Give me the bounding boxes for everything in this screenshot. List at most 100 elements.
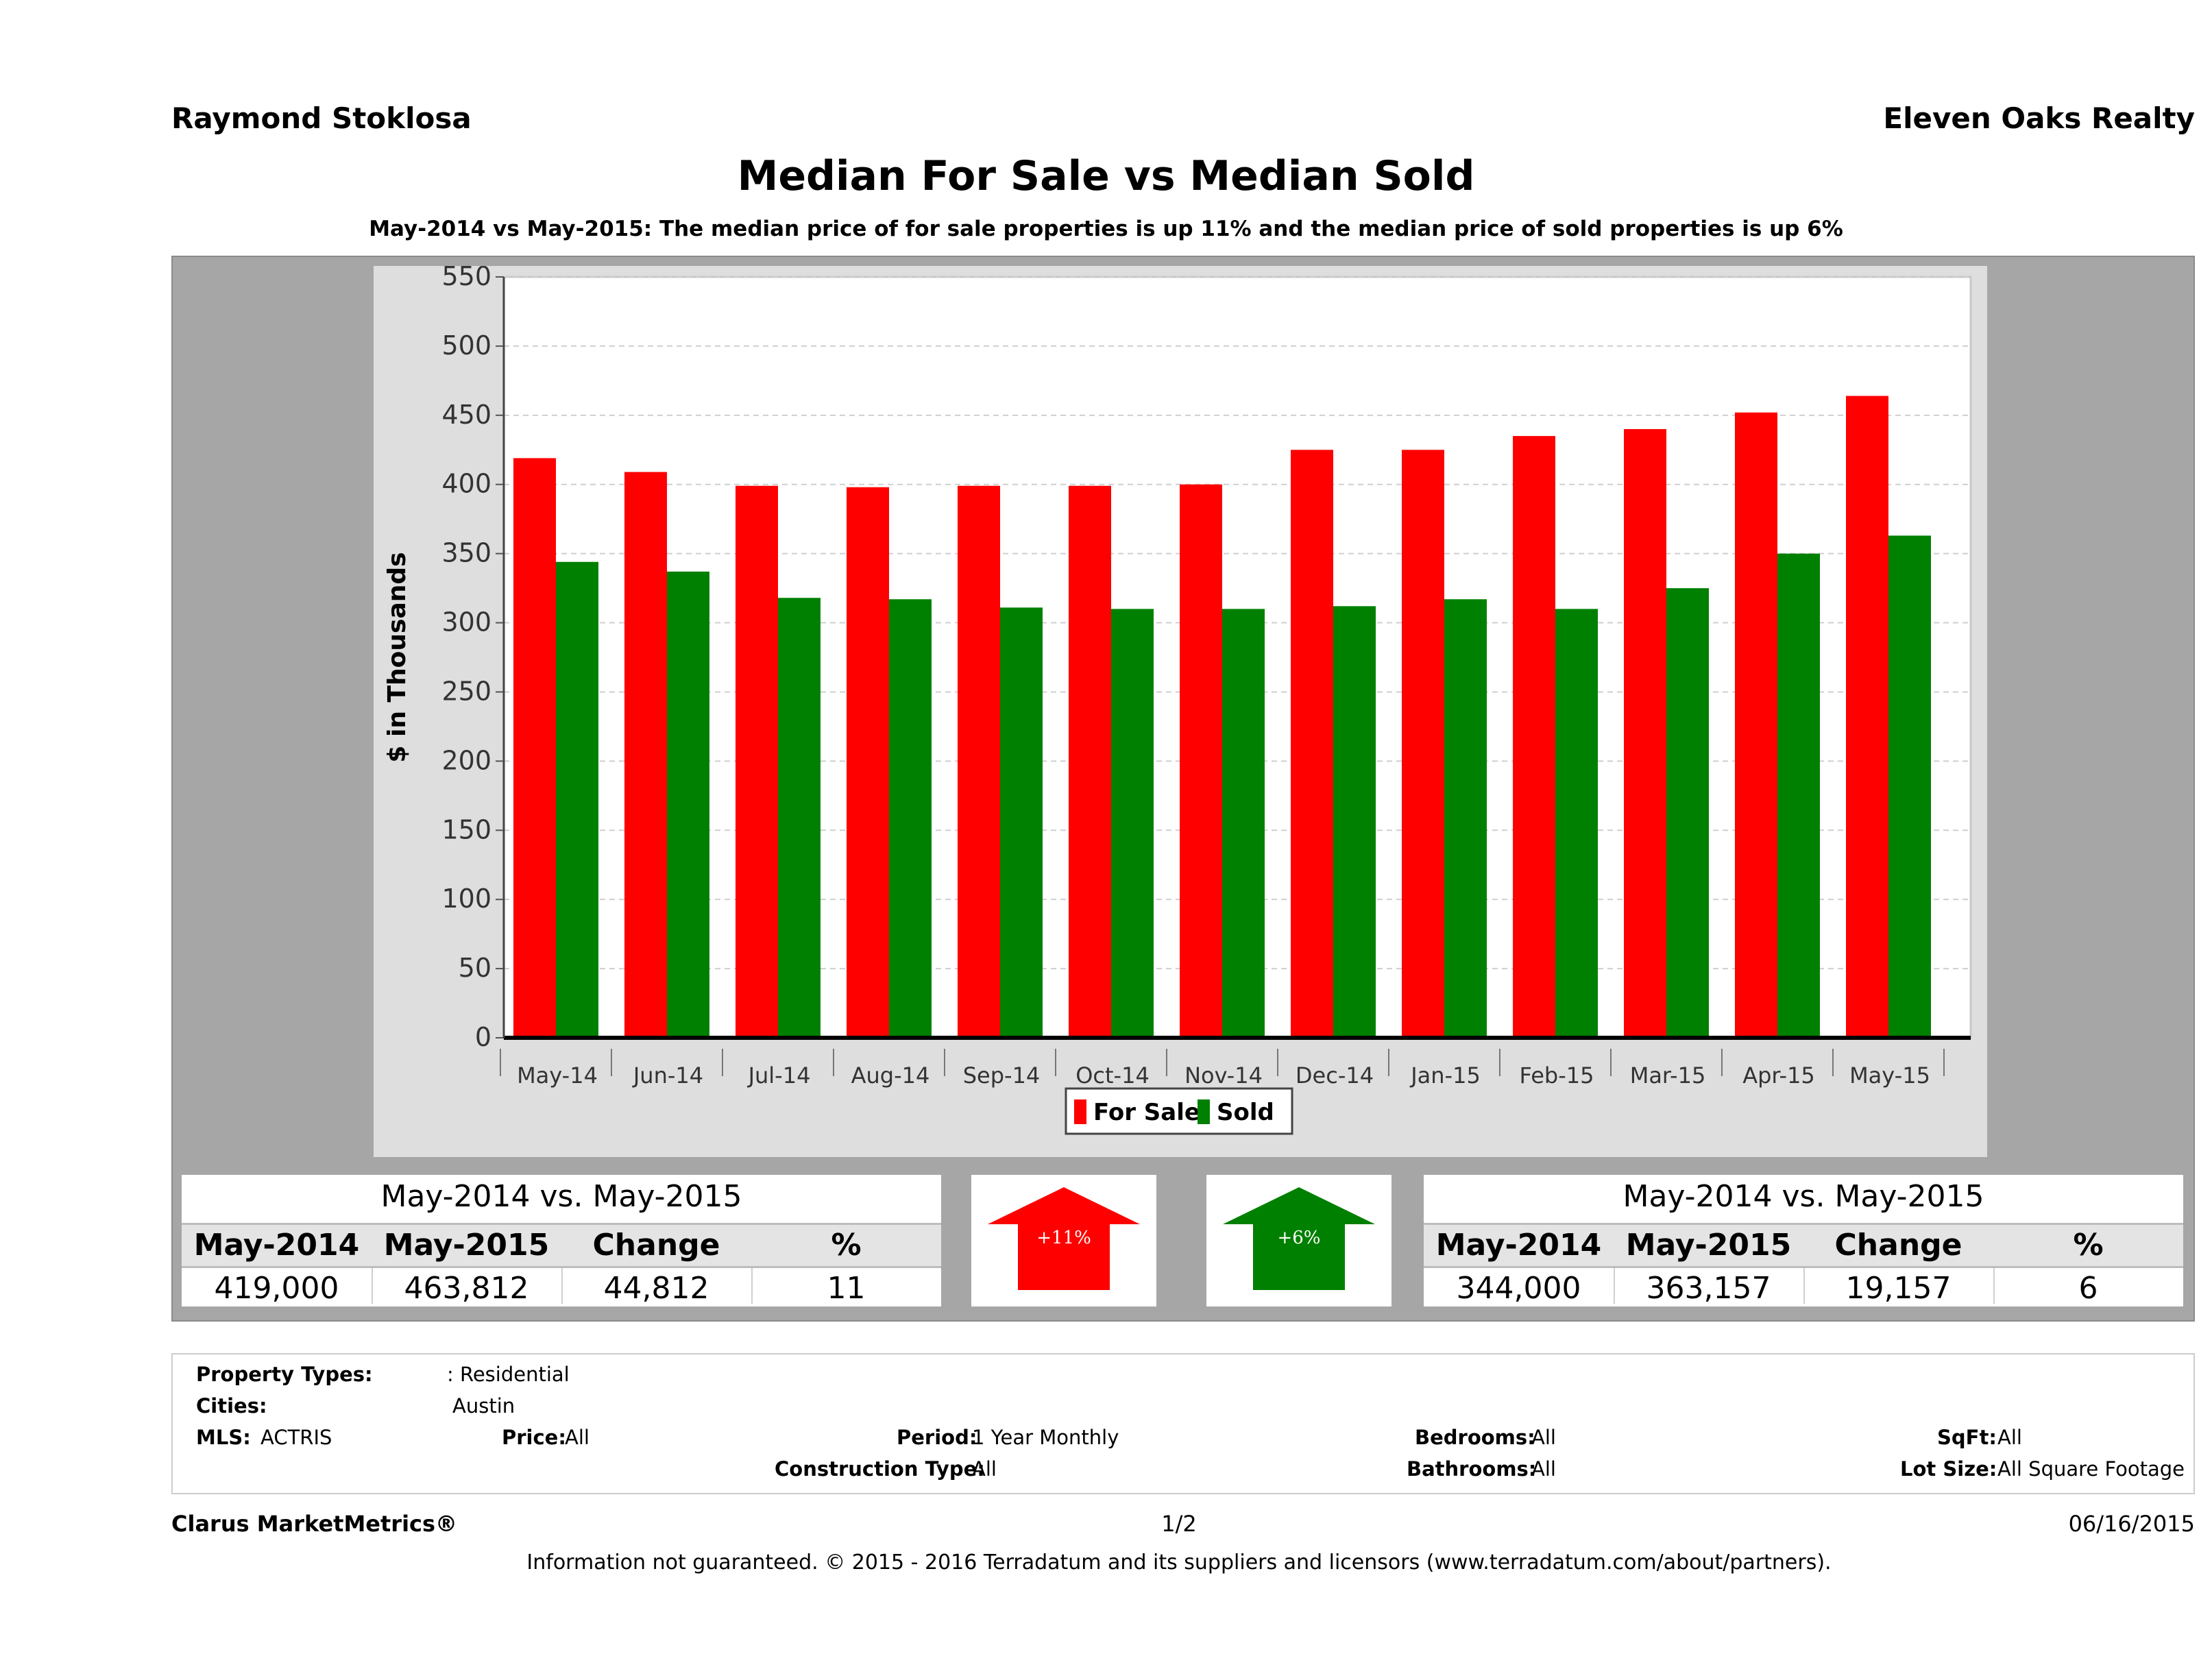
- x-tick-label: Feb-15: [1520, 1062, 1594, 1089]
- y-tick-label: 100: [441, 884, 491, 914]
- period-label: Period:: [897, 1426, 977, 1449]
- bar-for-sale-dec-14: [1291, 450, 1333, 1038]
- bar-for-sale-mar-15: [1624, 429, 1666, 1038]
- for-sale-header-row: May-2014 May-2015 Change %: [182, 1223, 941, 1268]
- divider: [1803, 1268, 1805, 1304]
- report-date: 06/16/2015: [2068, 1511, 2195, 1537]
- y-tick-label: 550: [441, 266, 491, 291]
- x-tick-label: Sep-14: [963, 1062, 1041, 1089]
- construction-type-label: Construction Type:: [775, 1457, 985, 1481]
- bar-sold-feb-15: [1555, 609, 1598, 1038]
- x-tick-label: Jun-14: [632, 1062, 703, 1089]
- property-types-value: : Residential: [447, 1363, 570, 1386]
- red-up-arrow-icon: +11%: [988, 1187, 1140, 1290]
- bar-sold-sep-14: [1000, 607, 1043, 1038]
- x-tick-label: May-15: [1849, 1062, 1930, 1089]
- x-tick-label: Oct-14: [1075, 1062, 1150, 1089]
- bar-sold-jan-15: [1444, 599, 1487, 1038]
- sold-summary-table: May-2014 vs. May-2015 May-2014 May-2015 …: [1424, 1175, 2183, 1306]
- for-sale-value-may2015: 463,812: [404, 1271, 529, 1306]
- for-sale-value-may2014: 419,000: [214, 1271, 339, 1306]
- sold-header-may2014: May-2014: [1435, 1228, 1602, 1263]
- bar-sold-apr-15: [1777, 553, 1820, 1038]
- sold-arrow-label: +6%: [1277, 1228, 1320, 1248]
- for-sale-change-indicator: +11%: [971, 1175, 1156, 1306]
- sqft-label: SqFt:: [1937, 1426, 1997, 1449]
- price-value: All: [565, 1426, 590, 1449]
- sold-value-change: 19,157: [1845, 1271, 1952, 1306]
- for-sale-header-may2014: May-2014: [193, 1228, 360, 1263]
- x-tick-label: May-14: [517, 1062, 598, 1089]
- disclaimer: Information not guaranteed. © 2015 - 201…: [526, 1551, 1832, 1574]
- bar-sold-jul-14: [778, 598, 821, 1038]
- cities-label: Cities:: [196, 1394, 267, 1418]
- sold-value-may2015: 363,157: [1646, 1271, 1771, 1306]
- for-sale-summary-title: May-2014 vs. May-2015: [380, 1179, 742, 1214]
- divider: [561, 1268, 563, 1304]
- bar-for-sale-sep-14: [958, 485, 1000, 1038]
- legend-swatch-for-sale: [1074, 1099, 1086, 1124]
- bar-for-sale-may-15: [1846, 396, 1888, 1038]
- divider: [372, 1268, 373, 1304]
- property-types-label: Property Types:: [196, 1363, 373, 1386]
- bar-for-sale-jan-15: [1402, 450, 1444, 1038]
- mls-value: ACTRIS: [260, 1426, 332, 1449]
- footer-brand: Clarus MarketMetrics®: [171, 1511, 458, 1537]
- bar-for-sale-jul-14: [736, 485, 778, 1038]
- x-tick-label: Jul-14: [747, 1062, 811, 1089]
- y-tick-label: 450: [441, 400, 491, 430]
- legend-label-for-sale: For Sale: [1093, 1099, 1200, 1126]
- y-tick-label: 250: [441, 676, 491, 706]
- bar-sold-nov-14: [1222, 609, 1265, 1038]
- construction-type-value: All: [972, 1457, 997, 1481]
- x-tick-label: Mar-15: [1630, 1062, 1706, 1089]
- page-number: 1/2: [1161, 1511, 1197, 1537]
- bar-for-sale-nov-14: [1180, 484, 1222, 1038]
- bedrooms-label: Bedrooms:: [1415, 1426, 1535, 1449]
- bar-for-sale-feb-15: [1513, 436, 1555, 1038]
- x-tick-label: Jan-15: [1409, 1062, 1481, 1089]
- mls-label: MLS:: [196, 1426, 251, 1449]
- period-value: 1 Year Monthly: [972, 1426, 1119, 1449]
- sold-header-change: Change: [1834, 1228, 1962, 1263]
- sold-value-percent: 6: [2078, 1271, 2098, 1306]
- y-tick-label: 400: [441, 469, 491, 499]
- bar-for-sale-aug-14: [847, 487, 889, 1038]
- bar-sold-may-15: [1888, 535, 1931, 1038]
- divider: [1993, 1268, 1995, 1304]
- for-sale-summary-table: May-2014 vs. May-2015 May-2014 May-2015 …: [182, 1175, 941, 1306]
- bathrooms-value: All: [1531, 1457, 1556, 1481]
- y-tick-label: 200: [441, 745, 491, 775]
- green-up-arrow-icon: +6%: [1223, 1187, 1375, 1290]
- bar-for-sale-apr-15: [1735, 412, 1777, 1038]
- bar-for-sale-may-14: [513, 458, 556, 1038]
- bathrooms-label: Bathrooms:: [1407, 1457, 1537, 1481]
- sold-header-row: May-2014 May-2015 Change %: [1424, 1223, 2183, 1268]
- bar-sold-mar-15: [1666, 588, 1709, 1038]
- sold-summary-title: May-2014 vs. May-2015: [1622, 1179, 1984, 1214]
- arrow-shape: [988, 1187, 1140, 1290]
- lot-size-label: Lot Size:: [1900, 1457, 1997, 1481]
- agent-name: Raymond Stoklosa: [171, 101, 472, 135]
- for-sale-value-percent: 11: [827, 1271, 866, 1306]
- y-tick-label: 50: [459, 953, 491, 983]
- y-tick-label: 150: [441, 814, 491, 844]
- for-sale-header-change: Change: [592, 1228, 720, 1263]
- y-tick-label: 350: [441, 538, 491, 568]
- bar-for-sale-jun-14: [624, 472, 667, 1038]
- x-tick-label: Aug-14: [851, 1062, 930, 1089]
- y-tick-label: 300: [441, 607, 491, 637]
- for-sale-header-percent: %: [831, 1228, 862, 1263]
- chart-subtitle: May-2014 vs May-2015: The median price o…: [369, 217, 1843, 241]
- y-tick-label: 500: [441, 330, 491, 361]
- y-axis-title: $ in Thousands: [383, 552, 411, 762]
- chart-area: 550 500 450 400 350 300 250 200 150 100 50 0 $ in Th…: [374, 266, 1987, 1157]
- bar-sold-jun-14: [667, 571, 709, 1038]
- x-tick-label: Nov-14: [1184, 1062, 1263, 1089]
- legend-swatch-sold: [1198, 1099, 1210, 1124]
- for-sale-value-change: 44,812: [603, 1271, 709, 1306]
- x-tick-label: Dec-14: [1296, 1062, 1374, 1089]
- divider: [751, 1268, 753, 1304]
- for-sale-arrow-label: +11%: [1036, 1228, 1091, 1248]
